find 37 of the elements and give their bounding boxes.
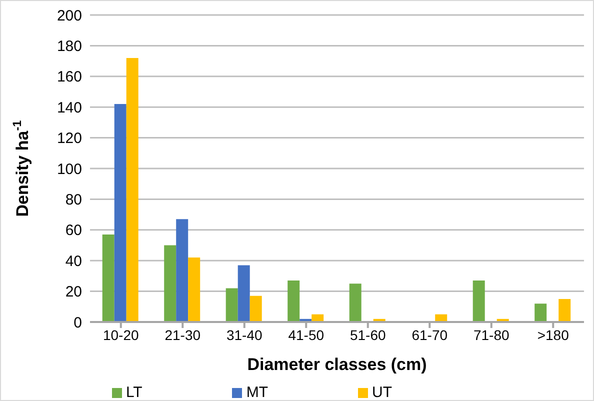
y-tick-label: 100: [56, 160, 82, 178]
bar: [114, 104, 126, 322]
bar: [250, 296, 262, 322]
bar: [176, 219, 188, 322]
y-tick-label: 40: [65, 252, 82, 270]
bar: [102, 234, 114, 322]
x-axis-title: Diameter classes (cm): [247, 355, 427, 374]
x-tick-label: 10-20: [102, 326, 139, 343]
bar: [288, 280, 300, 322]
x-tick-label: >180: [537, 326, 570, 343]
x-tick-label: 71-80: [473, 326, 510, 343]
y-tick-label: 180: [56, 38, 82, 56]
y-tick-label: 140: [56, 99, 82, 116]
x-tick-label: 41-50: [288, 326, 324, 343]
bar: [226, 288, 238, 322]
y-tick-label: 160: [56, 68, 82, 86]
bar: [188, 258, 200, 322]
x-tick-label: 21-30: [164, 326, 201, 343]
bar: [472, 280, 485, 322]
bar: [558, 298, 571, 322]
y-tick-label: 20: [65, 284, 82, 301]
y-tick-label: 80: [65, 192, 82, 209]
bar: [349, 284, 362, 322]
legend-label: MT: [246, 384, 268, 401]
legend-label: LT: [126, 384, 142, 401]
bar: [164, 245, 176, 322]
y-tick-label: 60: [65, 222, 82, 240]
x-tick-label: 61-70: [412, 326, 448, 343]
bar: [534, 304, 547, 322]
y-tick-label: 120: [56, 130, 82, 148]
y-tick-label: 0: [74, 314, 82, 332]
bar: [238, 265, 250, 322]
y-tick-label: 200: [56, 7, 82, 24]
x-tick-label: 51-60: [350, 326, 386, 343]
legend-label: UT: [372, 384, 392, 401]
bar: [126, 58, 138, 322]
x-tick-label: 31-40: [226, 326, 262, 343]
